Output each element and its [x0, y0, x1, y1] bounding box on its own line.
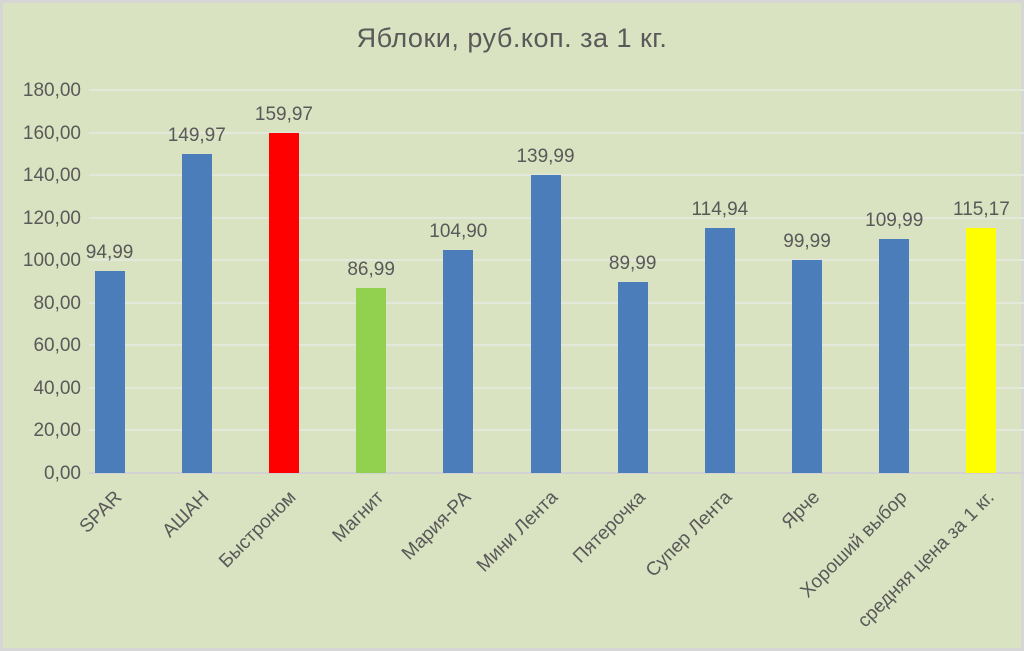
y-axis-tick-label: 40,00 [33, 377, 81, 399]
y-axis-tick-label: 160,00 [22, 122, 81, 144]
x-axis-label: АШАН [158, 487, 214, 542]
y-axis-tick-label: 80,00 [33, 292, 81, 314]
x-axis-label: Мария-РА [397, 487, 476, 565]
bar-value-label: 89,99 [608, 252, 657, 274]
bar-value-label: 86,99 [347, 258, 395, 280]
bar [181, 153, 212, 473]
y-axis-tick-label: 0,00 [44, 463, 81, 484]
gridline [89, 131, 1024, 134]
bar-value-label: 115,17 [953, 198, 1010, 220]
bar-value-label: 114,94 [691, 199, 749, 221]
x-axis-label: Быстроном [215, 487, 301, 573]
y-axis-tick-label: 120,00 [22, 207, 81, 229]
x-axis-label: SPAR [75, 487, 127, 538]
bar-value-label: 99,99 [783, 231, 831, 253]
x-axis-label: Пятерочка [568, 487, 650, 568]
bar [356, 287, 387, 473]
bar [443, 249, 474, 473]
x-axis-label: Ярче [777, 487, 824, 534]
bar [617, 281, 648, 473]
gridline [89, 89, 1024, 91]
bar [268, 132, 299, 473]
plot-area: 0,00 20,00 40,00 60,00 80,00 100,00 120,00 140,… [3, 3, 1024, 648]
bar-value-label: 149,97 [167, 124, 226, 146]
bar [530, 175, 561, 473]
bar [94, 270, 125, 473]
y-axis-tick-label: 100,00 [22, 250, 81, 272]
bar [704, 228, 735, 473]
bar [879, 238, 910, 473]
x-axis-line [89, 472, 1024, 474]
chart-title: Яблоки, руб.коп. за 1 кг. [356, 23, 668, 53]
x-axis-label: Мини Лента [472, 487, 563, 577]
y-axis-tick-label: 140,00 [22, 165, 81, 187]
y-axis-tick-label: 60,00 [33, 335, 81, 357]
x-axis-label: Супер Лента [642, 487, 737, 582]
gridline [89, 174, 1024, 177]
bar [966, 227, 997, 473]
bar-value-label: 94,99 [85, 241, 134, 263]
bar-value-label: 159,97 [254, 103, 314, 125]
bar-value-label: 104,90 [429, 220, 488, 242]
bar [792, 260, 823, 473]
bar-value-label: 139,99 [516, 146, 575, 168]
bar-value-label: 109,99 [865, 209, 924, 231]
x-axis-label: Магнит [328, 487, 388, 547]
y-axis-tick-label: 180,00 [22, 80, 81, 101]
y-axis-tick-label: 20,00 [33, 420, 81, 442]
